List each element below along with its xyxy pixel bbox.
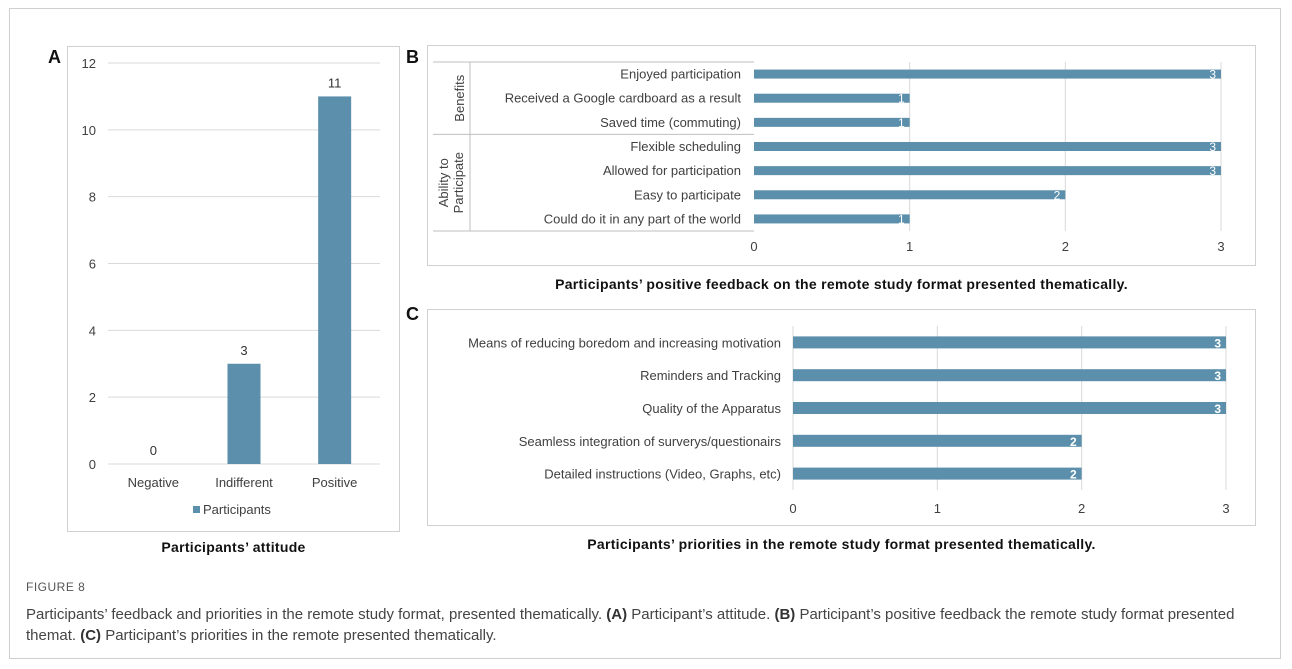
caption-a-label: (A) [606,606,628,623]
panel-b-letter: B [406,47,419,67]
caption-text: Participants’ feedback and priorities in… [26,606,603,623]
chart-a-title: Participants’ attitude [161,539,306,555]
figure-frame [9,8,1281,659]
caption-c-text: Participant’s priorities in the remote p… [105,627,497,644]
chart-b-title: Participants’ positive feedback on the r… [555,276,1128,292]
panel-a-frame [67,46,400,532]
caption-b-label: (B) [774,606,796,623]
figure-label: FIGURE 8 [26,580,86,594]
caption-b-text: Participant’s positive feedback the remo… [26,606,1235,644]
chart-c-title: Participants’ priorities in the remote s… [587,536,1096,552]
panel-b-frame [427,45,1256,266]
panel-c-frame [427,309,1256,526]
caption-a-text: Participant’s attitude. [631,606,771,623]
panel-c-letter: C [406,304,419,324]
figure-caption: Participants’ feedback and priorities in… [26,604,1256,646]
panel-a-letter: A [48,47,61,67]
caption-c-label: (C) [80,627,102,644]
